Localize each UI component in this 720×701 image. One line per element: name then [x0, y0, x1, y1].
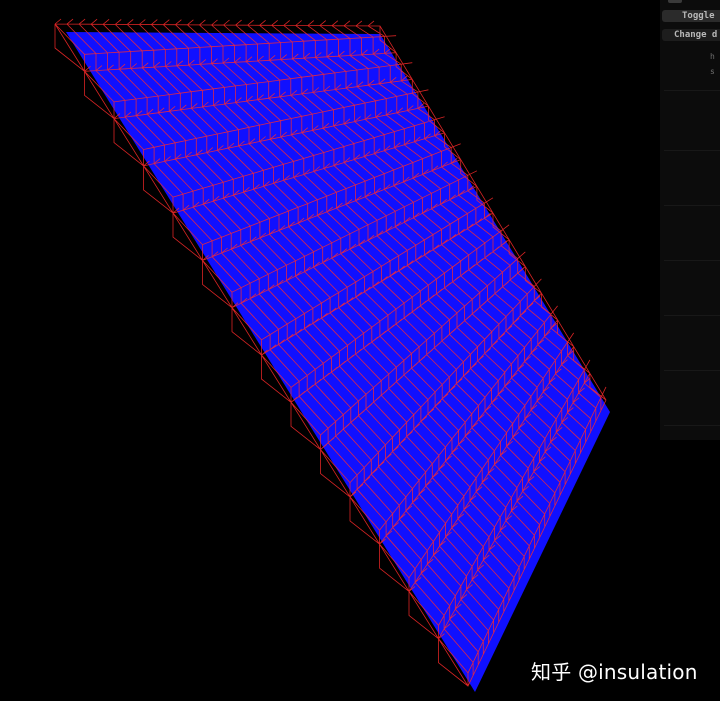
wireframe-cube-edges — [54, 18, 607, 687]
panel-top-control[interactable] — [668, 0, 682, 3]
toggle-button[interactable]: Toggle — [662, 10, 720, 22]
panel-divider — [664, 205, 720, 206]
panel-divider — [664, 315, 720, 316]
blue-plane-mesh — [66, 32, 610, 692]
zhihu-watermark: 知乎 @insulation — [531, 660, 698, 684]
red-wireframe-grid — [54, 18, 607, 687]
panel-text-2: s — [710, 67, 715, 76]
panel-divider — [664, 370, 720, 371]
panel-divider — [664, 150, 720, 151]
panel-divider — [664, 425, 720, 426]
panel-text-1: h — [710, 52, 715, 61]
debug-panel: Toggle Change d h s — [660, 0, 720, 701]
debug-panel-background — [660, 0, 720, 440]
panel-divider — [664, 260, 720, 261]
panel-divider — [664, 90, 720, 91]
change-button[interactable]: Change d — [662, 29, 720, 41]
